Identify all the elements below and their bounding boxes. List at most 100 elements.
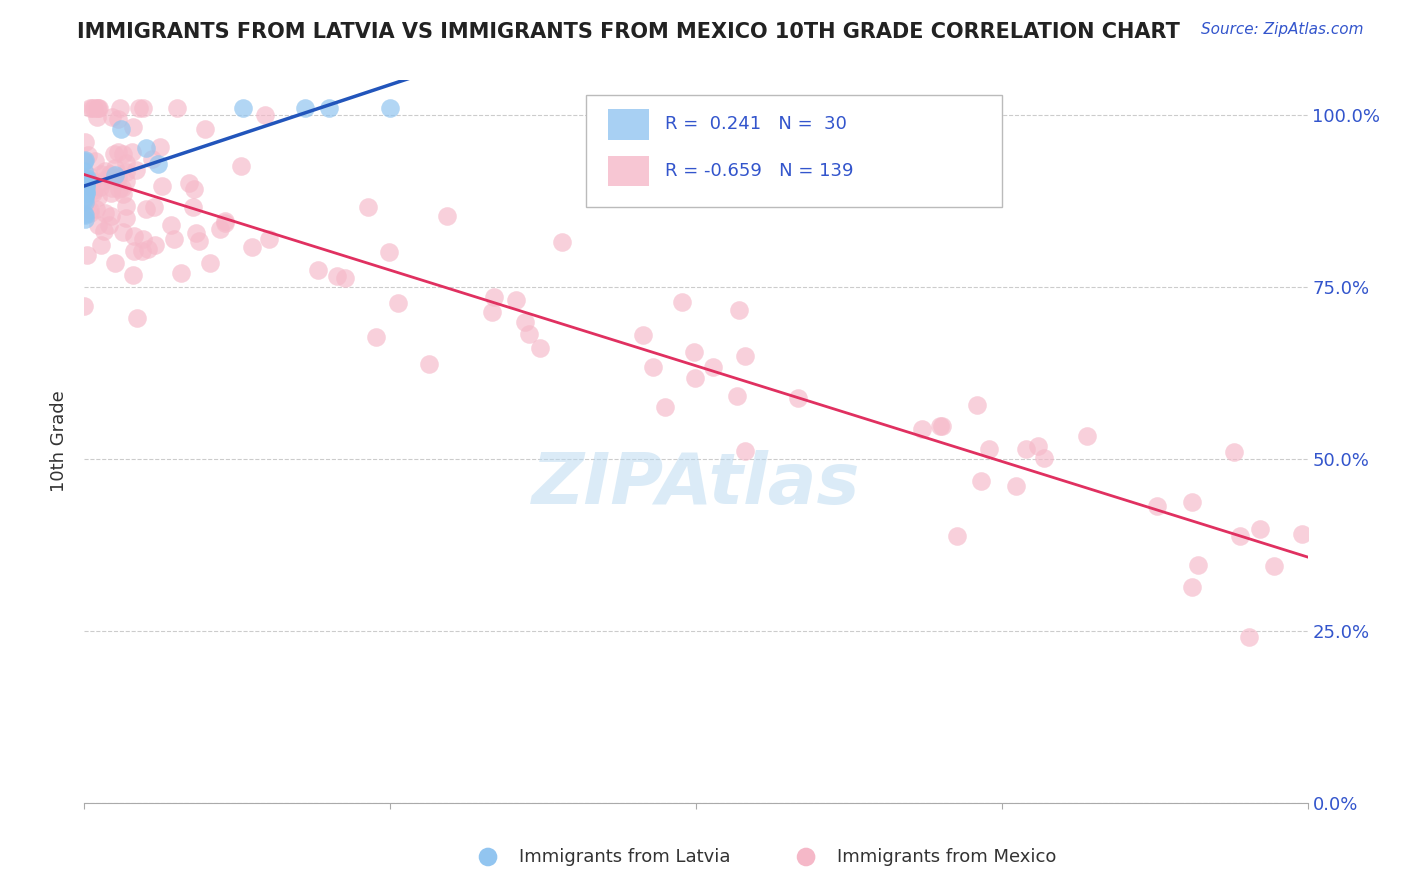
Point xyxy=(477,847,499,862)
Point xyxy=(73,211,96,226)
Point xyxy=(149,139,172,153)
Point xyxy=(181,200,204,214)
FancyBboxPatch shape xyxy=(607,156,650,186)
Text: Immigrants from Mexico: Immigrants from Mexico xyxy=(837,848,1056,866)
Y-axis label: 10th Grade: 10th Grade xyxy=(51,391,69,492)
Point xyxy=(73,153,96,168)
Point xyxy=(786,391,808,405)
Point xyxy=(436,209,458,223)
Point xyxy=(73,171,96,186)
Point xyxy=(73,176,96,190)
Point xyxy=(364,330,387,344)
Point xyxy=(135,202,157,216)
Point xyxy=(170,266,193,280)
Point xyxy=(356,200,378,214)
Point xyxy=(125,163,148,178)
Point xyxy=(122,244,145,258)
Point xyxy=(75,181,97,195)
Point xyxy=(125,310,148,325)
Point xyxy=(76,170,98,185)
Point xyxy=(214,214,236,228)
Point xyxy=(73,207,96,221)
Point xyxy=(93,224,115,238)
Point xyxy=(931,418,953,433)
Point xyxy=(115,199,138,213)
Point xyxy=(104,168,127,182)
Point xyxy=(104,161,127,176)
Text: IMMIGRANTS FROM LATVIA VS IMMIGRANTS FROM MEXICO 10TH GRADE CORRELATION CHART: IMMIGRANTS FROM LATVIA VS IMMIGRANTS FRO… xyxy=(77,22,1180,42)
Point xyxy=(188,234,211,248)
Point xyxy=(671,295,693,310)
Point xyxy=(702,359,724,374)
Point xyxy=(198,256,221,270)
Point xyxy=(122,120,145,134)
Point xyxy=(377,244,399,259)
Point xyxy=(911,422,934,436)
Point xyxy=(131,244,153,258)
Point xyxy=(104,256,127,270)
Point xyxy=(138,242,160,256)
Point xyxy=(631,327,654,342)
Point xyxy=(86,110,108,124)
Point xyxy=(79,101,101,115)
Point xyxy=(87,190,110,204)
Point xyxy=(682,344,704,359)
Point xyxy=(517,327,540,342)
FancyBboxPatch shape xyxy=(586,95,1002,207)
Point xyxy=(970,474,993,488)
Point xyxy=(89,180,111,194)
Point xyxy=(83,101,105,115)
Point xyxy=(73,175,96,189)
Point xyxy=(208,221,231,235)
Point xyxy=(110,122,132,136)
Point xyxy=(945,529,967,543)
Point xyxy=(75,178,97,193)
Point xyxy=(794,847,817,862)
Text: Immigrants from Latvia: Immigrants from Latvia xyxy=(519,848,730,866)
Point xyxy=(254,108,277,122)
Point xyxy=(79,169,101,183)
Point xyxy=(193,121,215,136)
Point xyxy=(1076,428,1098,442)
Point xyxy=(380,101,402,115)
Point xyxy=(1028,439,1050,453)
Point xyxy=(84,154,107,169)
Point xyxy=(90,238,112,252)
Point xyxy=(103,147,125,161)
Point xyxy=(141,152,163,166)
Point xyxy=(1181,495,1204,509)
Point xyxy=(110,101,132,115)
Point xyxy=(734,444,756,458)
Point xyxy=(1249,522,1271,536)
Point xyxy=(229,159,252,173)
Point xyxy=(75,186,97,200)
Point xyxy=(76,248,98,262)
Point xyxy=(87,101,110,115)
Point xyxy=(115,165,138,179)
Point xyxy=(166,101,188,115)
Point xyxy=(683,371,706,385)
Point xyxy=(100,209,122,223)
Point xyxy=(734,349,756,363)
Point xyxy=(114,174,136,188)
Point xyxy=(75,180,97,194)
Point xyxy=(135,141,157,155)
Text: R = -0.659   N = 139: R = -0.659 N = 139 xyxy=(665,161,853,179)
Point xyxy=(79,202,101,217)
Point xyxy=(132,232,155,246)
Text: Source: ZipAtlas.com: Source: ZipAtlas.com xyxy=(1201,22,1364,37)
Point xyxy=(481,305,503,319)
Point xyxy=(551,235,574,250)
Point xyxy=(80,101,103,115)
Point xyxy=(183,182,205,196)
Point xyxy=(98,218,121,232)
Point xyxy=(318,101,340,115)
Point xyxy=(107,145,129,159)
Point xyxy=(114,156,136,170)
Point xyxy=(257,232,280,246)
Point xyxy=(387,295,409,310)
Point xyxy=(86,202,108,216)
Point xyxy=(725,389,748,403)
Point xyxy=(163,232,186,246)
Point xyxy=(79,206,101,220)
